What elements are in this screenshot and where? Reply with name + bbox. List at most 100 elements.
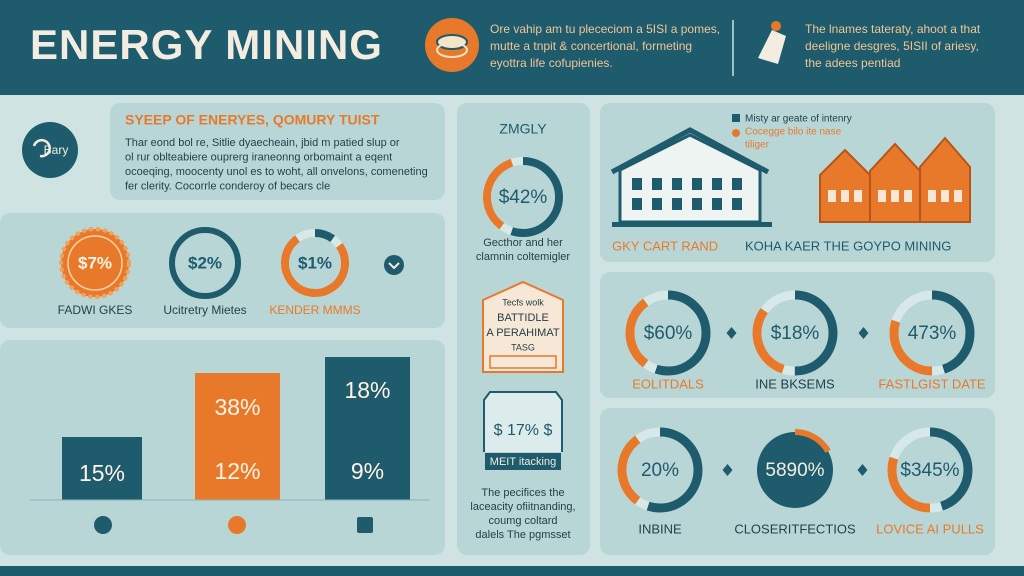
ring-arc bbox=[754, 429, 836, 511]
recycle-icon bbox=[32, 139, 51, 158]
window bbox=[632, 198, 642, 210]
header-note: The lnames tateraty, ahoot a that bbox=[805, 22, 981, 36]
circle-badge bbox=[169, 227, 241, 299]
legend-swatch bbox=[732, 129, 740, 137]
column-heading: ZMGLY bbox=[499, 121, 547, 137]
bar-label: 18% bbox=[344, 377, 390, 403]
sign-line: Tecfs wolk bbox=[502, 297, 544, 307]
bar-block bbox=[325, 357, 410, 500]
window bbox=[672, 198, 682, 210]
window bbox=[828, 190, 836, 202]
legend-text: tiliger bbox=[745, 140, 770, 151]
window bbox=[904, 190, 912, 202]
badge-label: Ucitretry Mietes bbox=[163, 303, 246, 317]
ring-arc bbox=[887, 427, 973, 513]
ground bbox=[612, 222, 772, 227]
ring-arc bbox=[752, 290, 838, 376]
header-band bbox=[0, 0, 1024, 95]
panel bbox=[110, 103, 445, 200]
header-note: Ore vahip am tu plececiom a 5ISI a pomes… bbox=[490, 22, 720, 36]
footer-line: laceacity ofiitnanding, bbox=[470, 501, 575, 513]
ring-value: 5890% bbox=[765, 460, 824, 481]
ring-arc bbox=[752, 290, 838, 376]
ring-value: $345% bbox=[900, 460, 959, 481]
ring-arc bbox=[889, 290, 975, 376]
window bbox=[652, 178, 662, 190]
ring-label: CLOSERITFECTIOS bbox=[734, 521, 856, 536]
legend-swatch bbox=[732, 114, 740, 122]
section-heading: SYEEP OF ENERYES, QOMURY TUIST bbox=[125, 112, 380, 128]
bar-block bbox=[62, 437, 142, 500]
window bbox=[732, 198, 742, 210]
town-caption: GKY CART RAND bbox=[612, 238, 718, 253]
ring-arc bbox=[889, 290, 975, 376]
caption-line: Gecthor and her bbox=[483, 237, 563, 249]
badge-value: $2% bbox=[188, 253, 222, 272]
sign-base bbox=[489, 355, 557, 369]
window bbox=[712, 198, 722, 210]
paragraph-line: fer clerity. Cocorrle conderoy of becars… bbox=[125, 180, 330, 192]
ring-value: 473% bbox=[908, 323, 957, 344]
legend-text: Misty ar geate of intenry bbox=[745, 114, 852, 125]
icon bbox=[357, 517, 373, 533]
house bbox=[819, 148, 871, 223]
footer-line: coumg coltard bbox=[488, 515, 557, 527]
header-note: deeligne desgres, 5ISII of ariesy, bbox=[805, 39, 979, 53]
separator-icon bbox=[857, 464, 868, 476]
window bbox=[632, 178, 642, 190]
bar-label: 15% bbox=[79, 460, 125, 486]
window bbox=[928, 190, 936, 202]
small-icon bbox=[388, 262, 400, 270]
badge-label: KENDER MMMS bbox=[269, 303, 360, 317]
ring-label: LOVICE AI PULLS bbox=[876, 521, 984, 536]
legend-text: Cocegge bilo ite nase bbox=[745, 127, 842, 138]
house bbox=[869, 142, 921, 223]
window bbox=[732, 178, 742, 190]
paragraph-line: Thar eond bol re, Sitlie dyaecheain, jbi… bbox=[125, 137, 400, 149]
small-icon bbox=[384, 255, 404, 275]
panel bbox=[600, 272, 995, 398]
sign-line: BATTIDLE bbox=[497, 312, 549, 324]
separator-icon bbox=[726, 327, 737, 339]
ring-value: $18% bbox=[771, 323, 820, 344]
ring-value: $60% bbox=[644, 323, 693, 344]
ring-arc bbox=[625, 290, 711, 376]
header-note: the adees pentiad bbox=[805, 56, 900, 70]
sign-building bbox=[482, 280, 564, 373]
badge-value: $7% bbox=[78, 253, 112, 272]
sign-line: TASG bbox=[511, 342, 535, 352]
paragraph-line: ol rur oblteabiere ouprerg iraneonng orb… bbox=[125, 151, 392, 163]
window bbox=[712, 178, 722, 190]
title: ENERGY MINING bbox=[30, 21, 383, 68]
window bbox=[672, 178, 682, 190]
box-value: $ 17% $ bbox=[494, 422, 553, 439]
badge-label: FADWI GKES bbox=[58, 303, 133, 317]
ring-label: INBINE bbox=[638, 521, 682, 536]
bar-label: 9% bbox=[351, 458, 384, 484]
town-caption: KOHA KAER THE GOYPO MINING bbox=[745, 238, 951, 253]
window bbox=[941, 190, 949, 202]
separator-icon bbox=[722, 464, 733, 476]
header-note: eyottra life cofupienies. bbox=[490, 56, 613, 70]
ring-value: $42% bbox=[499, 187, 548, 208]
paragraph-line: ocoeqing, moocenty unol es to woht, all … bbox=[125, 166, 428, 178]
filled-ring bbox=[757, 432, 833, 508]
icon bbox=[94, 516, 112, 534]
ring-arc bbox=[483, 157, 563, 237]
hand-icon bbox=[771, 21, 781, 31]
window bbox=[692, 198, 702, 210]
ring-arc bbox=[887, 427, 973, 513]
ring-arc bbox=[483, 157, 563, 237]
icon bbox=[228, 516, 246, 534]
window bbox=[652, 198, 662, 210]
separator-icon bbox=[858, 327, 869, 339]
window bbox=[854, 190, 862, 202]
label-bar bbox=[485, 453, 561, 470]
footer-band bbox=[0, 566, 1024, 576]
ring-label: FASTLGIST DATE bbox=[878, 376, 985, 391]
box-outline bbox=[483, 391, 563, 452]
window bbox=[891, 190, 899, 202]
bar-label: 38% bbox=[214, 394, 260, 420]
